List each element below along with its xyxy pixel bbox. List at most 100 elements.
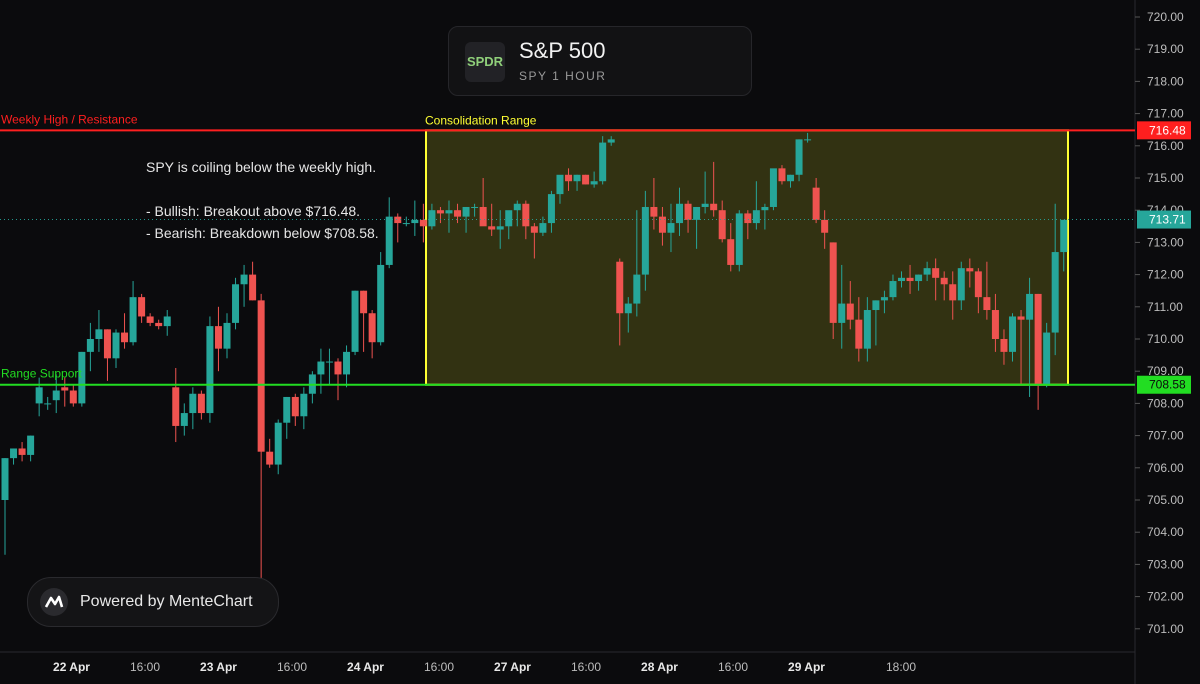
candle-body [155,322,163,327]
candle-body [983,297,991,311]
candle-body [906,277,914,282]
candle-body [411,219,419,224]
candle-body [69,390,77,404]
candle-body [727,239,735,265]
candle-body [821,219,829,233]
candle-body [488,226,496,230]
candle-body [1009,316,1017,352]
candle-body [343,351,351,375]
candle-body [539,223,547,233]
y-tick-label: 719.00 [1147,42,1184,56]
candle-body [547,194,555,224]
candle-body [232,284,240,323]
candle-body [667,223,675,233]
x-tick-label: 29 Apr [788,660,825,674]
candle-body [129,297,137,343]
candle-body [334,361,342,375]
candle-body [684,203,692,220]
symbol-subtitle: SPY 1 HOUR [519,69,607,83]
y-tick-label: 718.00 [1147,74,1184,88]
candle-body [624,303,632,314]
support-price-tag-label: 708.58 [1149,378,1186,392]
candle-body [812,187,820,220]
analysis-note: SPY is coiling below the weekly high. - … [146,156,379,244]
candle-body [214,326,222,349]
candle-body [889,281,897,298]
candle-body [855,319,863,349]
candle-body [718,210,726,240]
y-tick-label: 701.00 [1147,622,1184,636]
candle-body [78,351,86,404]
candle-body [923,268,931,275]
candle-body [1000,339,1008,352]
candle-body [787,174,795,182]
candle-body [898,277,906,282]
candle-body [27,435,35,455]
note-line: - Bullish: Breakout above $716.48. [146,203,361,219]
candle-body [607,139,615,143]
candle-body [949,284,957,301]
candle-body [966,268,974,272]
note-line: - Bearish: Breakdown below $708.58. [146,225,379,241]
candle-body [991,310,999,339]
candle-body [710,203,718,211]
candle-body [274,422,282,465]
resistance-price-tag-label: 716.48 [1149,123,1186,137]
y-tick-label: 704.00 [1147,525,1184,539]
y-tick-label: 707.00 [1147,429,1184,443]
candle-body [471,206,479,208]
price-axis[interactable] [1135,0,1200,684]
candle-body [829,242,837,323]
powered-by-badge[interactable]: Powered by MenteChart [27,577,279,627]
candle-body [10,448,18,459]
candle-body [522,203,530,227]
candle-body [1043,332,1051,385]
candle-body [44,403,52,405]
candle-body [266,451,274,465]
candle-body [206,326,214,414]
candle-body [513,203,521,211]
y-tick-label: 713.00 [1147,235,1184,249]
candle-body [291,396,299,417]
candle-body [1,458,9,500]
candle-body [180,413,188,426]
candle-body [223,322,231,349]
candle-body [838,303,846,323]
candle-body [112,332,120,359]
candle-body [795,139,803,175]
candle-body [300,393,308,417]
candle-body [744,213,752,224]
note-line [146,178,379,200]
candle-body [445,210,453,214]
candle-body [462,206,470,217]
candle-body [146,316,154,323]
candle-body [428,210,436,227]
consolidation-range-box [425,129,1069,386]
x-tick-label: 27 Apr [494,660,531,674]
candle-body [505,210,513,227]
candle-body [573,174,581,182]
candle-body [436,210,444,214]
spdr-logo-icon: SPDR [465,42,505,82]
candle-body [599,142,607,182]
candle-body [957,268,965,301]
candle-body [769,168,777,207]
candle-body [1060,219,1068,253]
powered-by-text: Powered by MenteChart [80,593,253,610]
x-tick-label: 16:00 [718,660,748,674]
candle-body [61,387,69,391]
candle-body [377,264,385,343]
support-price-tag [1137,375,1191,394]
candle-body [590,181,598,185]
y-tick-label: 710.00 [1147,332,1184,346]
candle-body [641,206,649,275]
x-tick-label: 18:00 [886,660,916,674]
candle-body [351,290,359,352]
y-tick-label: 702.00 [1147,590,1184,604]
consolidation-range-label: Consolidation Range [425,113,537,127]
candle-body [163,316,171,327]
y-tick-label: 709.00 [1147,364,1184,378]
candle-body [496,226,504,230]
symbol-title: S&P 500 [519,38,606,63]
